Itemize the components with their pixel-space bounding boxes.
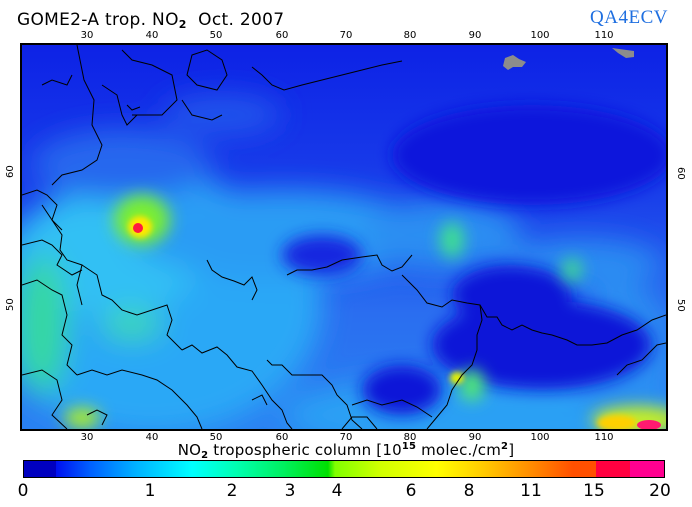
colorbar-segment <box>527 461 574 477</box>
colorbar-segment <box>282 461 329 477</box>
brand-label: QA4ECV <box>590 7 668 28</box>
colorbar-segment <box>437 461 483 477</box>
lon-tick: 30 <box>80 30 94 41</box>
colorbar-segment <box>380 461 438 477</box>
colorbar-tick: 6 <box>405 481 417 501</box>
cb-label-mid: tropospheric column [10 <box>208 441 402 459</box>
lat-tick-left-50: 50 <box>5 298 16 311</box>
lon-tick: 30 <box>80 432 94 443</box>
colorbar-tick: 1 <box>144 481 156 501</box>
colorbar-segment <box>573 461 596 477</box>
moscow-hotspot <box>133 223 143 233</box>
colorbar-segment <box>237 461 283 477</box>
lon-tick: 40 <box>145 432 159 443</box>
lat-tick-right-50: 50 <box>675 299 686 312</box>
cb-label-sq: 2 <box>501 441 509 452</box>
lat-tick-right-60: 60 <box>675 167 686 180</box>
lon-tick: 50 <box>209 432 223 443</box>
lat-tick-left-60: 60 <box>5 165 16 178</box>
no2-map <box>20 43 668 431</box>
missing-data-patch <box>612 48 634 58</box>
missing-data-patch <box>503 55 526 70</box>
lon-tick: 50 <box>209 30 223 41</box>
colorbar-tick: 11 <box>520 481 542 501</box>
lon-tick: 60 <box>275 30 289 41</box>
lon-tick: 80 <box>403 432 417 443</box>
colorbar-segment <box>89 461 136 477</box>
cb-label-end: ] <box>508 441 515 459</box>
colorbar-tick: 3 <box>284 481 296 501</box>
title-text: GOME2-A trop. NO <box>17 10 179 30</box>
cb-label-sub: 2 <box>201 450 209 461</box>
colorbar-segment <box>334 461 381 477</box>
map-title: GOME2-A trop. NO2 Oct. 2007 <box>17 10 284 31</box>
lon-tick: 110 <box>594 30 614 41</box>
cb-label-no: NO <box>177 441 202 459</box>
lon-tick: 70 <box>339 30 353 41</box>
lon-tick: 60 <box>275 432 289 443</box>
lon-tick: 40 <box>145 30 159 41</box>
title-subscript: 2 <box>178 18 187 31</box>
cb-label-units: molec./cm <box>416 441 502 459</box>
map-field <box>22 45 666 429</box>
colorbar-segment <box>55 461 90 477</box>
colorbar-tick: 2 <box>226 481 238 501</box>
lon-tick: 80 <box>403 30 417 41</box>
colorbar-label: NO2 tropospheric column [1015 molec./cm2… <box>0 441 692 461</box>
colorbar <box>23 460 665 478</box>
colorbar-segment <box>135 461 192 477</box>
lon-tick: 100 <box>530 432 550 443</box>
colorbar-segment <box>629 461 664 477</box>
cb-label-exp: 15 <box>401 441 417 452</box>
colorbar-segment <box>191 461 238 477</box>
colorbar-segment <box>482 461 528 477</box>
lon-tick: 90 <box>468 432 482 443</box>
china-hotspot <box>637 420 661 429</box>
colorbar-segment <box>24 461 56 477</box>
colorbar-tick: 15 <box>583 481 605 501</box>
lon-tick: 90 <box>468 30 482 41</box>
colorbar-tick: 20 <box>649 481 671 501</box>
colorbar-tick: 8 <box>463 481 475 501</box>
title-date: Oct. 2007 <box>198 10 285 30</box>
colorbar-segment <box>328 461 335 477</box>
colorbar-tick: 4 <box>331 481 343 501</box>
lon-tick: 110 <box>594 432 614 443</box>
colorbar-segment <box>595 461 630 477</box>
colorbar-tick: 0 <box>17 481 29 501</box>
lon-tick: 100 <box>530 30 550 41</box>
lon-tick: 70 <box>339 432 353 443</box>
